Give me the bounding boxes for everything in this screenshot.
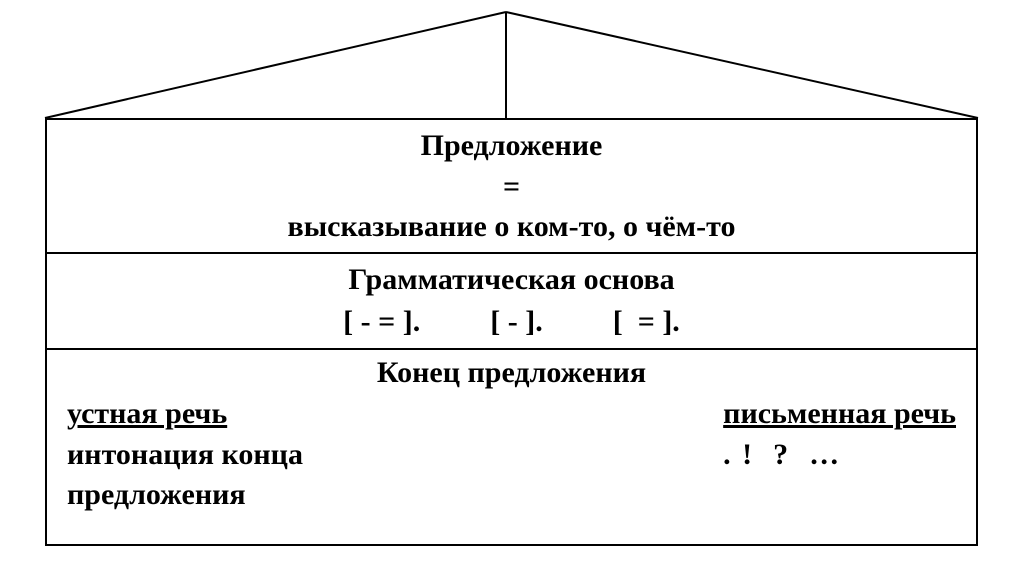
grammar-basis-title: Грамматическая основа	[348, 260, 674, 301]
written-speech-heading: письменная речь	[723, 394, 956, 435]
oral-speech-line1: интонация конца	[67, 435, 303, 476]
oral-speech-line2: предложения	[67, 475, 303, 516]
bracket-2: [ - ].	[490, 305, 542, 339]
oral-speech-column: устная речь интонация конца предложения	[67, 394, 303, 516]
oral-speech-heading: устная речь	[67, 394, 303, 435]
definition-line1: Предложение	[67, 126, 956, 167]
bracket-3: [ = ].	[613, 305, 680, 339]
row-grammar-basis: Грамматическая основа [ - = ]. [ - ]. [ …	[47, 254, 976, 350]
row-definition: Предложение = высказывание о ком-то, о ч…	[47, 120, 976, 254]
row-sentence-end: Конец предложения устная речь интонация …	[47, 350, 976, 544]
written-speech-symbols: . ! ? …	[723, 435, 956, 476]
bracket-line: [ - = ]. [ - ]. [ = ].	[343, 305, 680, 339]
written-speech-column: письменная речь . ! ? …	[723, 394, 956, 516]
sentence-end-title: Конец предложения	[67, 356, 956, 390]
definition-line3: высказывание о ком-то, о чём-то	[67, 207, 956, 248]
diagram-canvas: { "layout": { "canvas_w": 1024, "canvas_…	[0, 0, 1024, 574]
table: Предложение = высказывание о ком-то, о ч…	[45, 118, 978, 546]
definition-equals: =	[67, 167, 956, 208]
bracket-1: [ - = ].	[343, 305, 420, 339]
